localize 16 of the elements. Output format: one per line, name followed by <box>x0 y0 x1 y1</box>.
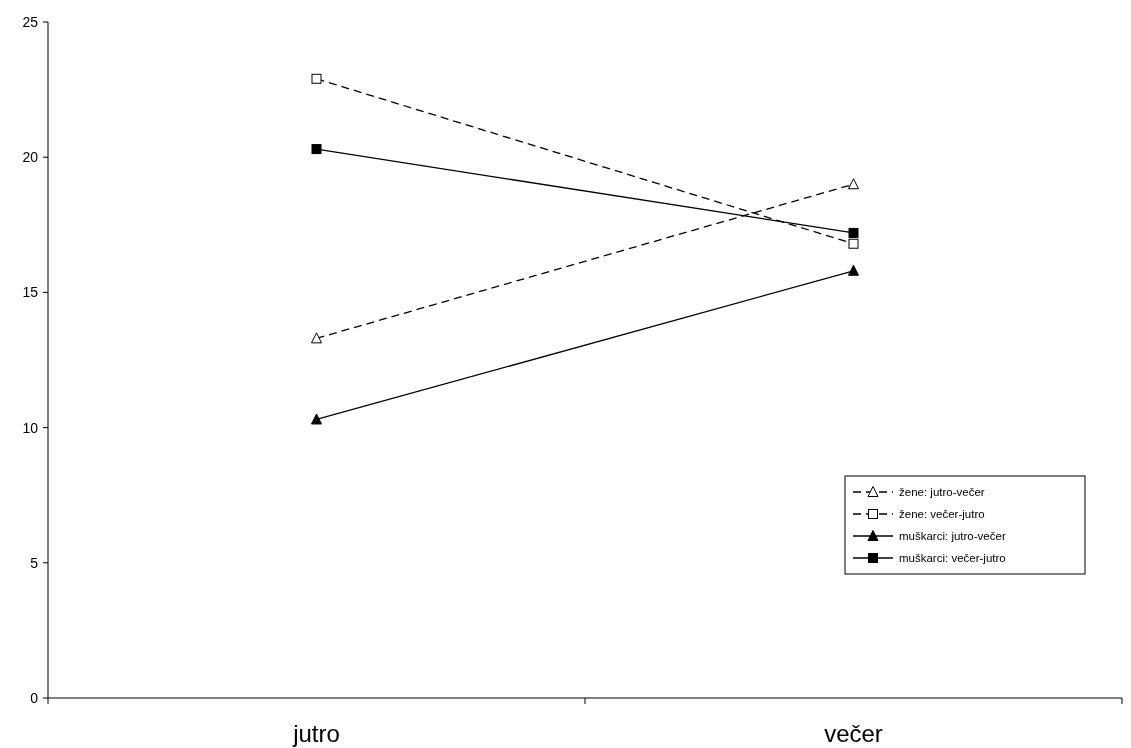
y-tick-label: 10 <box>22 419 39 436</box>
legend-label: muškarci: večer-jutro <box>899 552 1006 564</box>
y-tick-label: 5 <box>30 554 39 571</box>
legend-label: muškarci: jutro-večer <box>899 530 1006 542</box>
y-tick-label: 20 <box>22 149 39 166</box>
y-tick-label: 15 <box>22 284 39 301</box>
point <box>311 73 322 84</box>
y-tick-label: 0 <box>30 690 39 706</box>
x-tick-label: jutro <box>292 720 340 747</box>
point <box>848 227 859 238</box>
legend-label: žene: večer-jutro <box>899 508 985 520</box>
point <box>311 144 322 155</box>
x-tick-label: večer <box>824 720 883 747</box>
point <box>848 238 859 249</box>
y-tick-label: 25 <box>22 14 39 30</box>
legend-label: žene: jutro-večer <box>899 486 985 498</box>
